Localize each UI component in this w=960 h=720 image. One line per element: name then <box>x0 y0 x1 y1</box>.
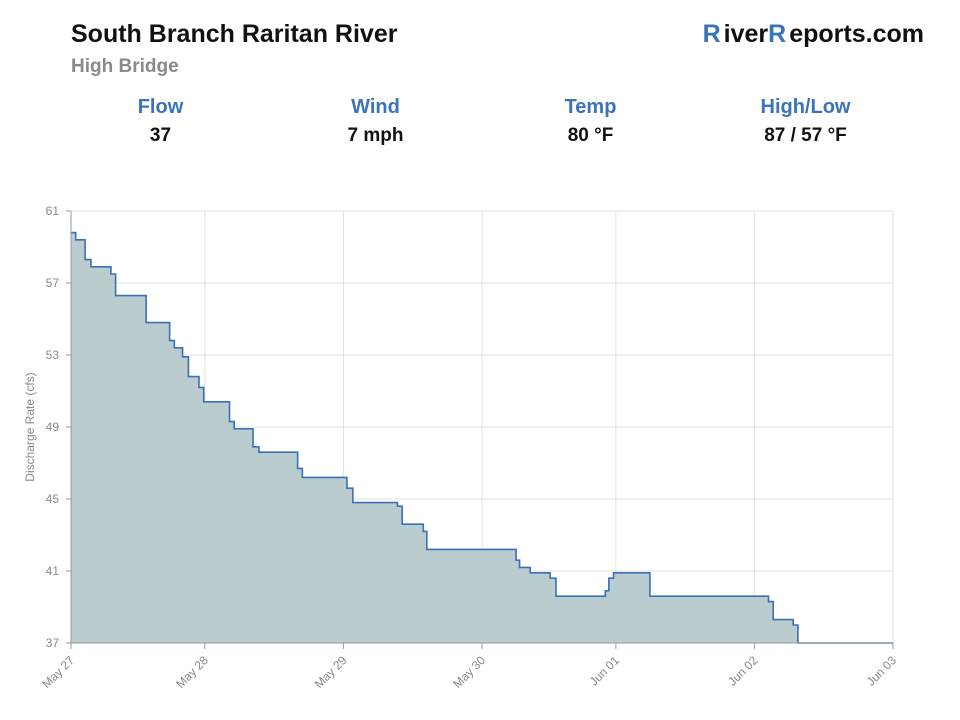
area <box>71 232 893 643</box>
y-tick-label: 57 <box>46 276 60 290</box>
title: South Branch Raritan River <box>71 20 398 48</box>
stat-label: Wind <box>351 96 400 118</box>
y-tick-label: 45 <box>46 492 60 506</box>
y-axis-label: Discharge Rate (cfs) <box>23 372 37 481</box>
stats: Flow 37 Wind 7 mph Temp 80 °F High/Low 87 / 57 … <box>53 96 913 147</box>
x-tick-label: Jun 03 <box>864 653 900 689</box>
stat: Flow 37 <box>53 96 268 147</box>
stat-label: Temp <box>564 96 617 118</box>
stat-label: High/Low <box>760 96 851 118</box>
y-tick-label: 41 <box>46 564 60 578</box>
x-tick-label: May 27 <box>39 653 77 691</box>
x-tick-label: May 28 <box>173 653 211 691</box>
stat: Wind 7 mph <box>268 96 483 147</box>
y-tick-label: 37 <box>46 636 60 650</box>
stat-value: 37 <box>149 125 172 146</box>
stat-value: 87 / 57 °F <box>764 125 847 146</box>
stat-value: 80 °F <box>567 125 614 146</box>
stat-label: Flow <box>137 96 184 118</box>
stat-value: 7 mph <box>347 125 404 146</box>
line <box>71 231 893 644</box>
x-tick-label: Jun 02 <box>725 653 761 689</box>
x-tick-label: May 30 <box>450 653 488 691</box>
subtitle: High Bridge <box>71 56 179 77</box>
y-tick-label: 53 <box>46 348 60 362</box>
x-tick-label: Jun 01 <box>587 653 623 689</box>
y-tick-label: 49 <box>46 420 60 434</box>
y-tick-label: 61 <box>46 204 60 218</box>
stat: High/Low 87 / 57 °F <box>698 96 913 147</box>
stat: Temp 80 °F <box>483 96 698 147</box>
x-tick-label: May 29 <box>312 653 350 691</box>
